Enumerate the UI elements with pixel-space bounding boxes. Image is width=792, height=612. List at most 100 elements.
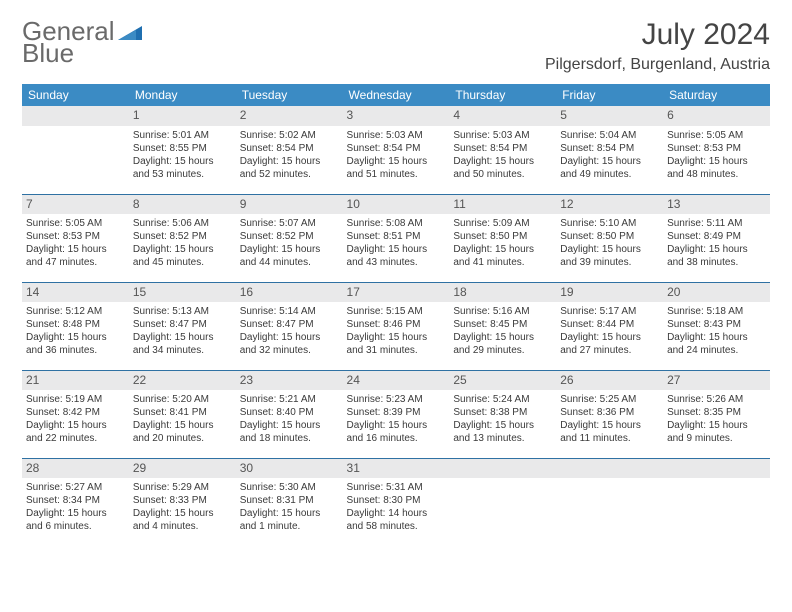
sunrise-text: Sunrise: 5:13 AM [133, 305, 232, 318]
sunset-text: Sunset: 8:41 PM [133, 406, 232, 419]
calendar-week-row: 14Sunrise: 5:12 AMSunset: 8:48 PMDayligh… [22, 282, 770, 370]
calendar-day-cell: 11Sunrise: 5:09 AMSunset: 8:50 PMDayligh… [449, 194, 556, 282]
daylight-text: Daylight: 15 hours and 53 minutes. [133, 155, 232, 181]
day-number: 23 [236, 371, 343, 391]
day-info: Sunrise: 5:29 AMSunset: 8:33 PMDaylight:… [133, 481, 232, 533]
sunrise-text: Sunrise: 5:25 AM [560, 393, 659, 406]
day-info: Sunrise: 5:12 AMSunset: 8:48 PMDaylight:… [26, 305, 125, 357]
calendar-day-cell: 20Sunrise: 5:18 AMSunset: 8:43 PMDayligh… [663, 282, 770, 370]
day-number: 5 [556, 106, 663, 126]
day-info: Sunrise: 5:13 AMSunset: 8:47 PMDaylight:… [133, 305, 232, 357]
daylight-text: Daylight: 15 hours and 24 minutes. [667, 331, 766, 357]
day-number [663, 459, 770, 479]
sunset-text: Sunset: 8:47 PM [240, 318, 339, 331]
sunrise-text: Sunrise: 5:29 AM [133, 481, 232, 494]
day-number: 1 [129, 106, 236, 126]
daylight-text: Daylight: 15 hours and 41 minutes. [453, 243, 552, 269]
day-number: 20 [663, 283, 770, 303]
calendar-day-cell: 23Sunrise: 5:21 AMSunset: 8:40 PMDayligh… [236, 370, 343, 458]
daylight-text: Daylight: 15 hours and 4 minutes. [133, 507, 232, 533]
sunset-text: Sunset: 8:44 PM [560, 318, 659, 331]
day-info: Sunrise: 5:10 AMSunset: 8:50 PMDaylight:… [560, 217, 659, 269]
calendar-day-cell: 14Sunrise: 5:12 AMSunset: 8:48 PMDayligh… [22, 282, 129, 370]
sunrise-text: Sunrise: 5:31 AM [347, 481, 446, 494]
sunset-text: Sunset: 8:43 PM [667, 318, 766, 331]
daylight-text: Daylight: 15 hours and 22 minutes. [26, 419, 125, 445]
daylight-text: Daylight: 15 hours and 47 minutes. [26, 243, 125, 269]
day-info: Sunrise: 5:01 AMSunset: 8:55 PMDaylight:… [133, 129, 232, 181]
day-number: 26 [556, 371, 663, 391]
weekday-header: Thursday [449, 84, 556, 106]
daylight-text: Daylight: 15 hours and 44 minutes. [240, 243, 339, 269]
day-number: 10 [343, 195, 450, 215]
day-info: Sunrise: 5:09 AMSunset: 8:50 PMDaylight:… [453, 217, 552, 269]
calendar-day-cell: 12Sunrise: 5:10 AMSunset: 8:50 PMDayligh… [556, 194, 663, 282]
sunset-text: Sunset: 8:53 PM [667, 142, 766, 155]
calendar-day-cell: 19Sunrise: 5:17 AMSunset: 8:44 PMDayligh… [556, 282, 663, 370]
day-number: 27 [663, 371, 770, 391]
weekday-header: Wednesday [343, 84, 450, 106]
daylight-text: Daylight: 15 hours and 52 minutes. [240, 155, 339, 181]
day-info: Sunrise: 5:03 AMSunset: 8:54 PMDaylight:… [347, 129, 446, 181]
day-info: Sunrise: 5:31 AMSunset: 8:30 PMDaylight:… [347, 481, 446, 533]
sunset-text: Sunset: 8:34 PM [26, 494, 125, 507]
day-info: Sunrise: 5:15 AMSunset: 8:46 PMDaylight:… [347, 305, 446, 357]
sunset-text: Sunset: 8:55 PM [133, 142, 232, 155]
day-info: Sunrise: 5:18 AMSunset: 8:43 PMDaylight:… [667, 305, 766, 357]
calendar-day-cell: 8Sunrise: 5:06 AMSunset: 8:52 PMDaylight… [129, 194, 236, 282]
sunset-text: Sunset: 8:42 PM [26, 406, 125, 419]
day-number: 17 [343, 283, 450, 303]
sunrise-text: Sunrise: 5:27 AM [26, 481, 125, 494]
calendar-day-cell: 7Sunrise: 5:05 AMSunset: 8:53 PMDaylight… [22, 194, 129, 282]
sunrise-text: Sunrise: 5:17 AM [560, 305, 659, 318]
weekday-header: Friday [556, 84, 663, 106]
calendar-week-row: 28Sunrise: 5:27 AMSunset: 8:34 PMDayligh… [22, 458, 770, 546]
day-number: 22 [129, 371, 236, 391]
day-number: 13 [663, 195, 770, 215]
sunset-text: Sunset: 8:46 PM [347, 318, 446, 331]
calendar-day-cell [449, 458, 556, 546]
sunrise-text: Sunrise: 5:19 AM [26, 393, 125, 406]
day-info: Sunrise: 5:02 AMSunset: 8:54 PMDaylight:… [240, 129, 339, 181]
day-info: Sunrise: 5:20 AMSunset: 8:41 PMDaylight:… [133, 393, 232, 445]
sunrise-text: Sunrise: 5:30 AM [240, 481, 339, 494]
logo: General Blue [22, 18, 142, 66]
sunrise-text: Sunrise: 5:01 AM [133, 129, 232, 142]
calendar-day-cell: 16Sunrise: 5:14 AMSunset: 8:47 PMDayligh… [236, 282, 343, 370]
weekday-header: Monday [129, 84, 236, 106]
day-number: 14 [22, 283, 129, 303]
day-number: 30 [236, 459, 343, 479]
daylight-text: Daylight: 15 hours and 9 minutes. [667, 419, 766, 445]
calendar-week-row: 7Sunrise: 5:05 AMSunset: 8:53 PMDaylight… [22, 194, 770, 282]
day-info: Sunrise: 5:25 AMSunset: 8:36 PMDaylight:… [560, 393, 659, 445]
sunset-text: Sunset: 8:35 PM [667, 406, 766, 419]
daylight-text: Daylight: 15 hours and 29 minutes. [453, 331, 552, 357]
day-info: Sunrise: 5:23 AMSunset: 8:39 PMDaylight:… [347, 393, 446, 445]
logo-word-2: Blue [22, 40, 142, 66]
day-info: Sunrise: 5:08 AMSunset: 8:51 PMDaylight:… [347, 217, 446, 269]
calendar-day-cell: 10Sunrise: 5:08 AMSunset: 8:51 PMDayligh… [343, 194, 450, 282]
daylight-text: Daylight: 15 hours and 45 minutes. [133, 243, 232, 269]
day-number: 19 [556, 283, 663, 303]
calendar-day-cell: 27Sunrise: 5:26 AMSunset: 8:35 PMDayligh… [663, 370, 770, 458]
sunrise-text: Sunrise: 5:20 AM [133, 393, 232, 406]
calendar-day-cell: 29Sunrise: 5:29 AMSunset: 8:33 PMDayligh… [129, 458, 236, 546]
sunset-text: Sunset: 8:54 PM [240, 142, 339, 155]
day-number: 7 [22, 195, 129, 215]
calendar-day-cell: 28Sunrise: 5:27 AMSunset: 8:34 PMDayligh… [22, 458, 129, 546]
day-info: Sunrise: 5:05 AMSunset: 8:53 PMDaylight:… [667, 129, 766, 181]
calendar-day-cell: 18Sunrise: 5:16 AMSunset: 8:45 PMDayligh… [449, 282, 556, 370]
sunset-text: Sunset: 8:53 PM [26, 230, 125, 243]
sunset-text: Sunset: 8:51 PM [347, 230, 446, 243]
daylight-text: Daylight: 15 hours and 50 minutes. [453, 155, 552, 181]
day-info: Sunrise: 5:16 AMSunset: 8:45 PMDaylight:… [453, 305, 552, 357]
day-number: 31 [343, 459, 450, 479]
sunset-text: Sunset: 8:40 PM [240, 406, 339, 419]
day-info: Sunrise: 5:24 AMSunset: 8:38 PMDaylight:… [453, 393, 552, 445]
calendar-day-cell: 21Sunrise: 5:19 AMSunset: 8:42 PMDayligh… [22, 370, 129, 458]
day-number: 16 [236, 283, 343, 303]
day-number [22, 106, 129, 126]
calendar-day-cell: 15Sunrise: 5:13 AMSunset: 8:47 PMDayligh… [129, 282, 236, 370]
daylight-text: Daylight: 15 hours and 18 minutes. [240, 419, 339, 445]
daylight-text: Daylight: 15 hours and 39 minutes. [560, 243, 659, 269]
